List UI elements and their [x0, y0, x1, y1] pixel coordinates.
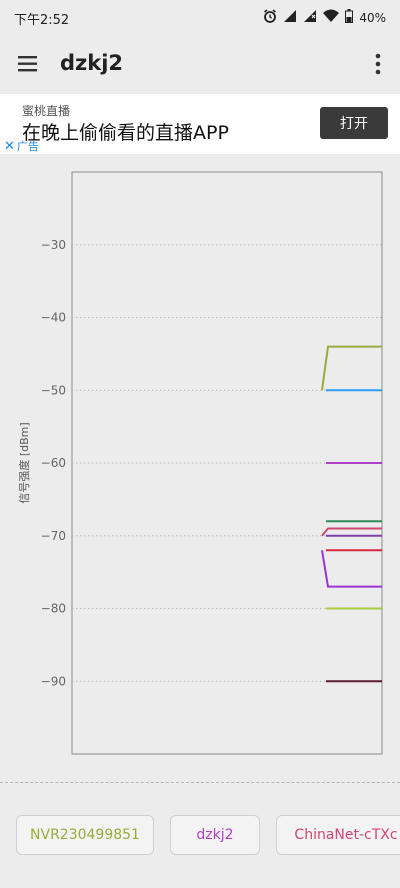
y-tick-label: −50: [41, 383, 66, 397]
y-tick-label: −80: [41, 602, 66, 616]
signal-no-data-icon: [303, 8, 317, 27]
status-bar: 下午2:52 40%: [0, 0, 400, 36]
ad-headline: 在晚上偷偷看的直播APP: [22, 122, 229, 144]
ad-label: 广告: [16, 140, 39, 153]
y-tick-label: −70: [41, 529, 66, 543]
y-tick-labels: −30 −40 −50 −60 −70 −80 −90: [41, 238, 66, 689]
ssid-chip-dzkj2[interactable]: dzkj2: [170, 815, 260, 855]
close-icon[interactable]: ✕: [4, 139, 15, 154]
ssid-chip-list[interactable]: NVR230499851 dzkj2 ChinaNet-cTXc: [0, 815, 400, 859]
status-icons: 40%: [263, 8, 386, 27]
battery-icon: [345, 8, 354, 27]
ad-brand: 蜜桃直播: [22, 104, 71, 118]
status-time: 下午2:52: [14, 13, 70, 28]
page-title: dzkj2: [60, 51, 124, 75]
signal-series-line: [321, 345, 382, 391]
signal-series-line: [321, 550, 382, 588]
y-tick-label: −90: [41, 674, 66, 688]
y-axis-label: 信号强度 [dBm]: [17, 422, 31, 503]
wifi-icon: [323, 8, 340, 27]
ssid-chip-chinanet[interactable]: ChinaNet-cTXc: [276, 815, 400, 855]
menu-icon[interactable]: [14, 50, 42, 78]
more-vert-icon[interactable]: [368, 51, 388, 77]
ad-close-button[interactable]: ✕ 广告: [4, 138, 39, 154]
section-divider: [0, 782, 400, 783]
signal-series-line: [321, 527, 382, 537]
ssid-chip-nvr230499851[interactable]: NVR230499851: [16, 815, 154, 855]
y-tick-label: −40: [41, 311, 66, 325]
signal-chart: −30 −40 −50 −60 −70 −80 −90 信号强度 [dBm]: [0, 160, 400, 770]
battery-level: 40%: [359, 10, 386, 25]
signal-chart-svg: −30 −40 −50 −60 −70 −80 −90 信号强度 [dBm]: [17, 171, 383, 755]
ad-open-button[interactable]: 打开: [320, 107, 388, 139]
y-tick-label: −60: [41, 456, 66, 470]
signal-series: [321, 345, 382, 683]
alarm-icon: [263, 8, 277, 27]
app-bar: dzkj2: [0, 36, 400, 92]
signal-icon: [283, 8, 297, 27]
ad-banner[interactable]: 蜜桃直播 在晚上偷偷看的直播APP 打开: [0, 94, 400, 154]
y-tick-label: −30: [41, 238, 66, 252]
